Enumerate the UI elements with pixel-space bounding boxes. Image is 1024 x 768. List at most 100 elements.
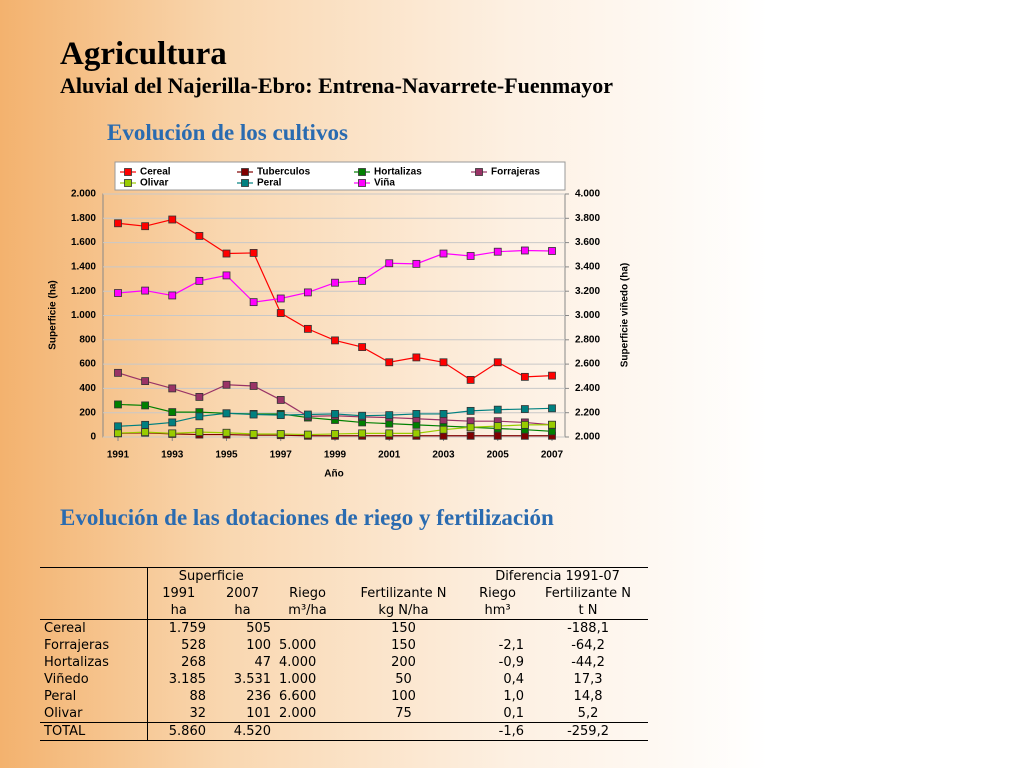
point-marker — [114, 400, 122, 409]
point-marker — [548, 247, 556, 255]
point-marker — [358, 429, 367, 438]
x-tick-label: 2007 — [541, 450, 564, 461]
legend-marker — [241, 168, 249, 176]
point-marker — [520, 405, 529, 413]
table-cell: hm³ — [467, 602, 529, 620]
point-marker — [276, 309, 285, 317]
table-cell — [275, 620, 340, 638]
point-marker — [331, 430, 339, 438]
table-cell: Olivar — [40, 705, 148, 723]
table-cell: Riego — [479, 586, 516, 601]
point-marker — [439, 249, 448, 258]
point-marker — [385, 429, 394, 438]
table-row: Hortalizas 268 47 4.000 200 -0,9 -44,2 — [40, 654, 648, 671]
y2-axis-title: Superficie viñedo (ha) — [620, 263, 631, 367]
point-marker — [195, 393, 204, 401]
point-marker — [358, 411, 367, 420]
point-marker — [276, 396, 285, 404]
y-axis-title: Superficie (ha) — [48, 280, 59, 349]
legend-label: Hortalizas — [374, 167, 422, 178]
y2-tick-label: 3.200 — [575, 286, 600, 297]
point-marker — [520, 246, 529, 255]
table-cell: 268 — [181, 655, 206, 670]
point-marker — [466, 423, 475, 432]
point-marker — [222, 271, 231, 280]
table-cell: 88 — [189, 689, 206, 704]
legend-label: Tuberculos — [257, 167, 311, 178]
point-marker — [548, 404, 556, 413]
y-tick-label: 2.000 — [71, 189, 96, 200]
legend-label: Cereal — [140, 167, 171, 178]
legend-marker — [475, 168, 483, 176]
table-title: Evolución de las dotaciones de riego y f… — [60, 505, 554, 530]
point-marker — [358, 276, 367, 285]
y-tick-label: 1.600 — [71, 237, 96, 248]
table-cell — [275, 567, 468, 585]
table-cell: 236 — [246, 689, 272, 704]
point-marker — [114, 219, 122, 228]
legend-label: Viña — [374, 178, 395, 189]
point-marker — [331, 336, 339, 345]
point-marker — [358, 343, 367, 351]
chart: Año Superficie (ha) Superficie viñedo (h… — [48, 161, 631, 480]
series-line — [117, 249, 553, 303]
point-marker — [466, 431, 475, 440]
x-tick-label: 1997 — [270, 450, 293, 461]
point-marker — [168, 384, 177, 393]
table-cell: -64,2 — [571, 638, 605, 653]
table-cell: Fertilizante N — [545, 586, 632, 601]
table-cell: Forrajeras — [40, 637, 148, 654]
table-row: Cereal 1.759 505 150 -188,1 — [40, 619, 648, 638]
table-cell: m³/ha — [275, 602, 341, 620]
point-marker — [222, 428, 231, 437]
point-marker — [114, 422, 122, 431]
point-marker — [195, 428, 204, 437]
point-marker — [303, 288, 312, 297]
point-marker — [412, 429, 421, 438]
point-marker — [520, 372, 529, 381]
point-marker — [195, 232, 204, 240]
point-marker — [249, 249, 258, 257]
table-cell: Peral — [40, 688, 148, 705]
point-marker — [493, 431, 502, 440]
table-cell: 0,1 — [503, 706, 525, 721]
point-marker — [141, 401, 150, 410]
point-marker — [385, 358, 394, 367]
point-marker — [466, 252, 475, 260]
table-cell: -44,2 — [571, 655, 605, 670]
table-cell: 101 — [246, 706, 272, 721]
table-row: TOTAL 5.860 4.520 -1,6 -259,2 — [40, 722, 649, 741]
point-marker — [141, 428, 150, 437]
point-marker — [493, 422, 502, 430]
table-cell: TOTAL — [40, 722, 148, 741]
legend-box — [114, 161, 566, 191]
data-table: Superficie Diferencia 1991-07 1991 2007 Ri… — [40, 567, 649, 741]
y2-tick-label: 3.000 — [575, 310, 600, 321]
table-cell: 505 — [246, 621, 272, 636]
table-header-row: 1991 2007 Riego Fertilizante N Riego Fertiliz… — [40, 585, 648, 602]
point-marker — [466, 375, 475, 384]
table-cell: 6.600 — [279, 689, 317, 704]
point-marker — [276, 411, 285, 420]
point-marker — [412, 410, 421, 418]
point-marker — [493, 247, 502, 256]
y-tick-label: 800 — [79, 334, 96, 345]
table-cell: Hortalizas — [40, 654, 148, 671]
point-marker — [548, 371, 556, 380]
series-line — [117, 218, 553, 381]
table-cell: 150 — [391, 621, 416, 636]
point-marker — [168, 291, 177, 300]
table-cell: 14,8 — [573, 689, 603, 704]
point-marker — [168, 429, 177, 438]
table-cell: 150 — [391, 638, 416, 653]
table-cell — [40, 567, 148, 585]
table-cell: 5.000 — [279, 638, 317, 653]
legend-marker — [124, 168, 132, 176]
point-marker — [168, 215, 177, 224]
y-tick-label: 0 — [90, 432, 96, 443]
table-row: Peral 88 236 6.600 100 1,0 14,8 — [40, 688, 648, 705]
table-cell: 47 — [254, 655, 272, 670]
table-cell — [40, 602, 148, 620]
y2-tick-label: 3.600 — [575, 237, 600, 248]
table-cell: 2.000 — [279, 706, 317, 721]
